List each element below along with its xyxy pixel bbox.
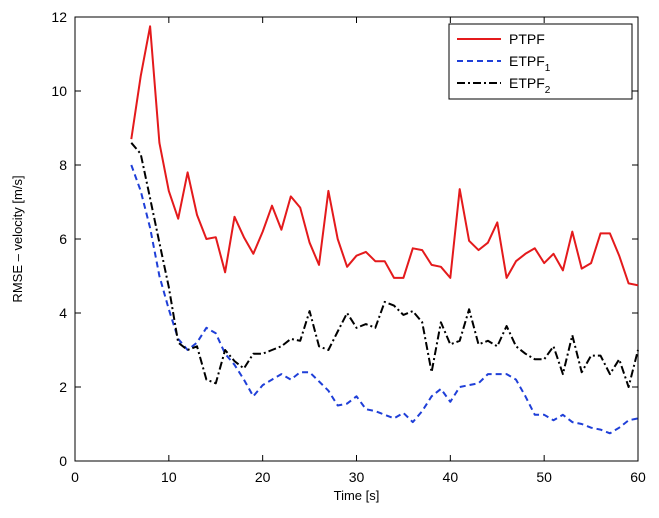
legend-label: ETPF2 [509, 75, 551, 96]
series-line-etpf-1 [130, 164, 639, 435]
y-tick-label: 12 [51, 9, 67, 25]
series-line-etpf-2 [130, 142, 639, 388]
legend-label: PTPF [509, 31, 545, 47]
x-tick-label: 60 [630, 469, 646, 485]
y-tick-label: 8 [59, 157, 67, 173]
y-axis-label: RMSE – velocity [m/s] [10, 175, 25, 302]
y-tick-label: 0 [59, 453, 67, 469]
x-axis-label: Time [s] [334, 488, 380, 503]
x-tick-label: 40 [443, 469, 459, 485]
x-tick-label: 20 [255, 469, 271, 485]
x-tick-label: 0 [71, 469, 79, 485]
legend-label: ETPF1 [509, 53, 551, 74]
y-tick-label: 6 [59, 231, 67, 247]
y-tick-label: 10 [51, 83, 67, 99]
y-tick-label: 2 [59, 379, 67, 395]
x-tick-label: 10 [161, 469, 177, 485]
ticks-layer: 0 10 20 30 40 50 60 0 2 4 6 8 10 12 [51, 9, 646, 485]
series-layer [130, 25, 639, 435]
series-line-ptpf [130, 25, 639, 287]
y-tick-label: 4 [59, 305, 67, 321]
x-tick-label: 50 [536, 469, 552, 485]
x-tick-label: 30 [349, 469, 365, 485]
